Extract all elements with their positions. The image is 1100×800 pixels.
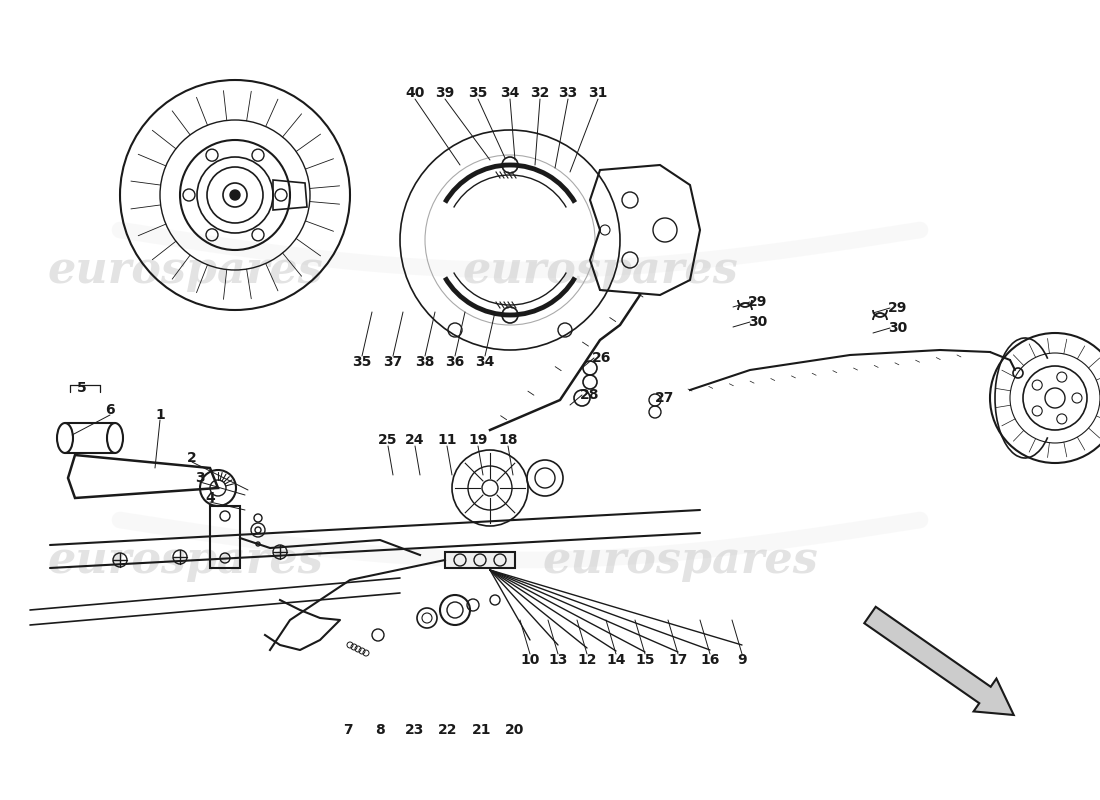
Circle shape xyxy=(230,190,240,200)
Text: 12: 12 xyxy=(578,653,596,667)
Text: 33: 33 xyxy=(559,86,578,100)
Text: 27: 27 xyxy=(656,391,674,405)
Text: 14: 14 xyxy=(606,653,626,667)
FancyArrow shape xyxy=(865,606,1014,715)
Text: 39: 39 xyxy=(436,86,454,100)
Text: 34: 34 xyxy=(500,86,519,100)
Text: 5: 5 xyxy=(77,381,87,395)
Text: 30: 30 xyxy=(889,321,908,335)
Text: 17: 17 xyxy=(669,653,688,667)
Text: 24: 24 xyxy=(405,433,425,447)
Text: 30: 30 xyxy=(748,315,768,329)
Text: eurospares: eurospares xyxy=(542,538,818,582)
Text: 15: 15 xyxy=(636,653,654,667)
Text: 11: 11 xyxy=(438,433,456,447)
Text: 4: 4 xyxy=(205,491,214,505)
Text: 7: 7 xyxy=(343,723,353,737)
Text: 22: 22 xyxy=(438,723,458,737)
Text: 29: 29 xyxy=(889,301,908,315)
Text: 13: 13 xyxy=(548,653,568,667)
Text: 23: 23 xyxy=(405,723,425,737)
Text: 36: 36 xyxy=(446,355,464,369)
Text: 31: 31 xyxy=(588,86,607,100)
Text: 35: 35 xyxy=(469,86,487,100)
Text: 32: 32 xyxy=(530,86,550,100)
Text: 20: 20 xyxy=(505,723,525,737)
Text: 19: 19 xyxy=(469,433,487,447)
Text: 25: 25 xyxy=(378,433,398,447)
Text: 21: 21 xyxy=(472,723,492,737)
Text: 3: 3 xyxy=(195,471,205,485)
Text: 9: 9 xyxy=(737,653,747,667)
Text: 10: 10 xyxy=(520,653,540,667)
Text: 29: 29 xyxy=(748,295,768,309)
Text: eurospares: eurospares xyxy=(462,249,738,291)
Text: 2: 2 xyxy=(187,451,197,465)
Text: 37: 37 xyxy=(384,355,403,369)
Text: 38: 38 xyxy=(416,355,434,369)
Text: eurospares: eurospares xyxy=(47,538,323,582)
Text: eurospares: eurospares xyxy=(47,249,323,291)
Text: 35: 35 xyxy=(352,355,372,369)
Text: 16: 16 xyxy=(701,653,719,667)
Polygon shape xyxy=(446,552,515,568)
Text: 28: 28 xyxy=(581,388,600,402)
Text: 18: 18 xyxy=(498,433,518,447)
Text: 26: 26 xyxy=(592,351,612,365)
Text: 40: 40 xyxy=(405,86,425,100)
Text: 6: 6 xyxy=(106,403,114,417)
Text: 1: 1 xyxy=(155,408,165,422)
Text: 8: 8 xyxy=(375,723,385,737)
Text: 34: 34 xyxy=(475,355,495,369)
